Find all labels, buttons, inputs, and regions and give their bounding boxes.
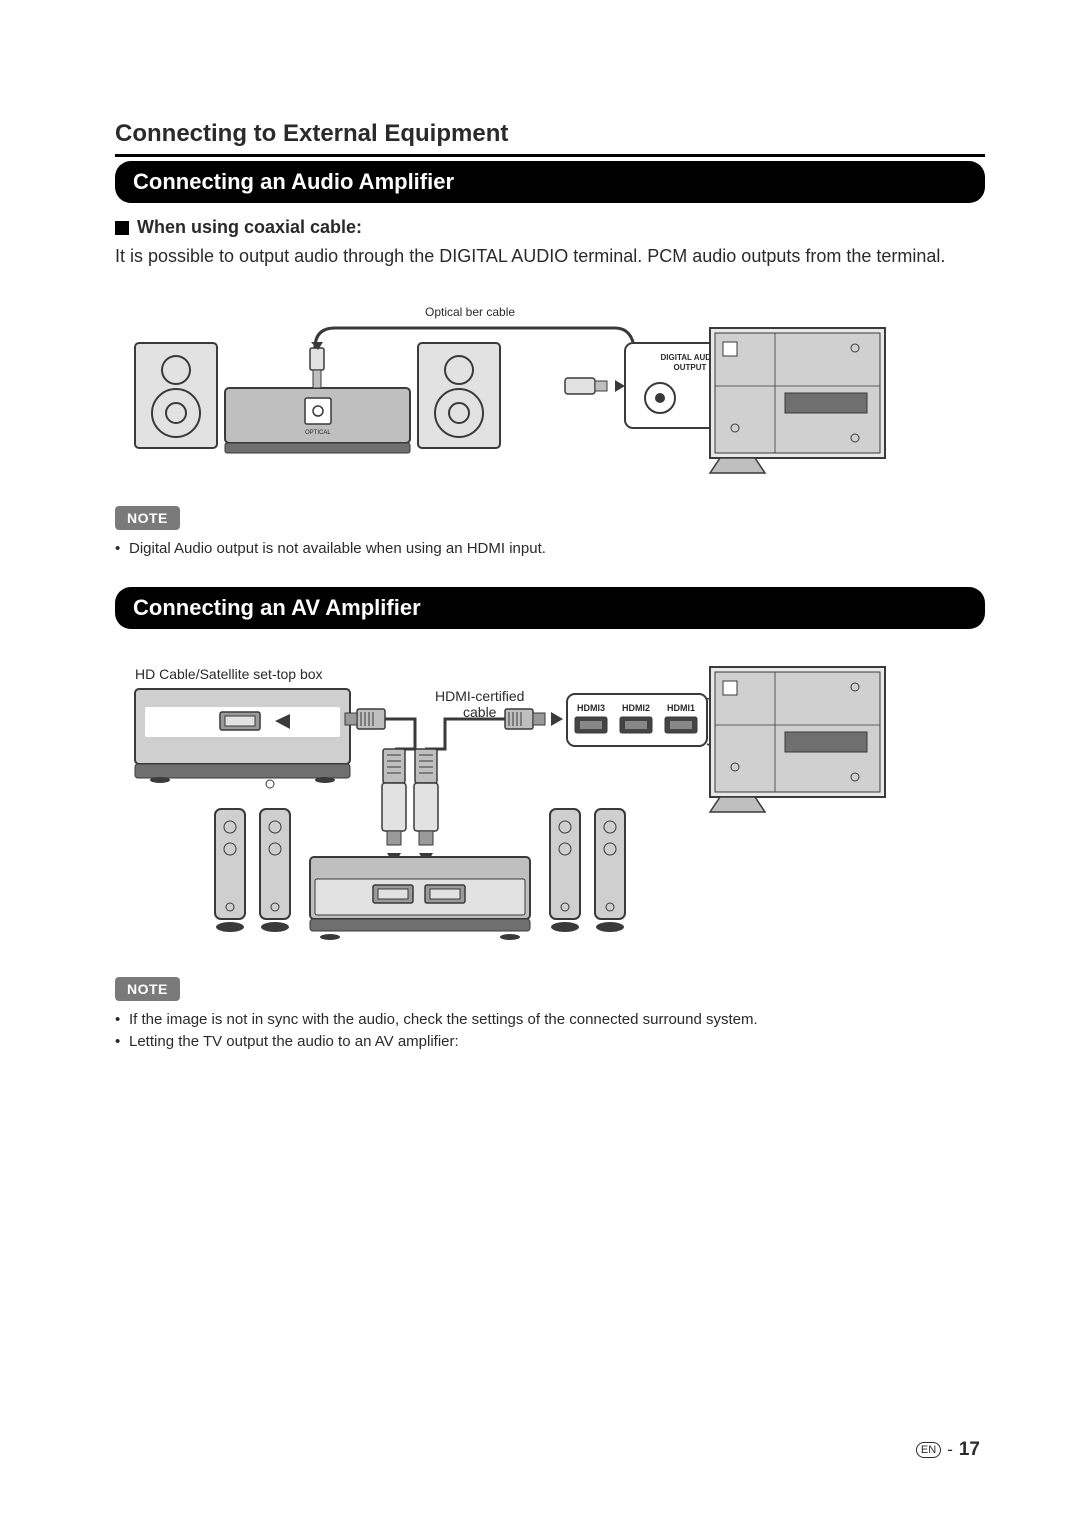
audio-amplifier-diagram: Optical ber cable OPTICAL	[115, 298, 985, 488]
optical-cable-label: Optical ber cable	[425, 305, 515, 319]
footer-dash: -	[947, 1440, 953, 1460]
hdmi-plug-down-1-icon	[382, 749, 406, 865]
right-speaker-icon	[418, 343, 500, 448]
hdmi-plug-down-2-icon	[414, 749, 438, 865]
note-badge-1: NOTE	[115, 506, 180, 530]
hdmi-ports-callout: HDMI3 HDMI2 HDMI1	[567, 694, 707, 746]
page-footer: EN - 17	[916, 1439, 980, 1461]
hdmi-cable-label-1: HDMI-certified	[435, 688, 524, 704]
section1-subheading: When using coaxial cable:	[137, 217, 362, 238]
tower-speaker-3-icon	[550, 809, 580, 932]
section1-notes: Digital Audio output is not available wh…	[115, 538, 985, 561]
lang-badge: EN	[916, 1442, 941, 1458]
svg-text:HDMI2: HDMI2	[622, 703, 650, 713]
section1-body: It is possible to output audio through t…	[115, 244, 985, 268]
note-item: If the image is not in sync with the aud…	[115, 1009, 985, 1032]
amplifier-icon: OPTICAL	[225, 342, 410, 453]
page-number: 17	[959, 1439, 980, 1461]
tower-speaker-2-icon	[260, 809, 290, 932]
note-item: Digital Audio output is not available wh…	[115, 538, 985, 561]
page-title: Connecting to External Equipment	[115, 120, 985, 148]
stb-label: HD Cable/Satellite set-top box	[135, 666, 323, 682]
svg-text:OUTPUT: OUTPUT	[674, 363, 707, 372]
set-top-box-icon	[135, 689, 350, 788]
svg-text:HDMI1: HDMI1	[667, 703, 695, 713]
note-badge-2: NOTE	[115, 977, 180, 1001]
av-amplifier-diagram: HD Cable/Satellite set-top box HDMI-cert…	[115, 649, 985, 959]
av-amplifier-icon	[310, 857, 530, 940]
tv-back-panel-2-icon	[710, 667, 885, 812]
tv-back-panel-icon	[710, 328, 885, 473]
note-item: Letting the TV output the audio to an AV…	[115, 1031, 985, 1054]
tower-speaker-1-icon	[215, 809, 245, 932]
svg-text:HDMI3: HDMI3	[577, 703, 605, 713]
section2-heading: Connecting an AV Amplifier	[115, 587, 985, 629]
hdmi-plug-right-icon	[505, 709, 563, 729]
left-speaker-icon	[135, 343, 217, 448]
title-rule	[115, 154, 985, 157]
section1-heading: Connecting an Audio Amplifier	[115, 161, 985, 203]
section2-notes: If the image is not in sync with the aud…	[115, 1009, 985, 1054]
square-bullet-icon	[115, 221, 129, 235]
svg-text:OPTICAL: OPTICAL	[305, 430, 331, 436]
optical-plug-icon	[565, 378, 625, 394]
tower-speaker-4-icon	[595, 809, 625, 932]
